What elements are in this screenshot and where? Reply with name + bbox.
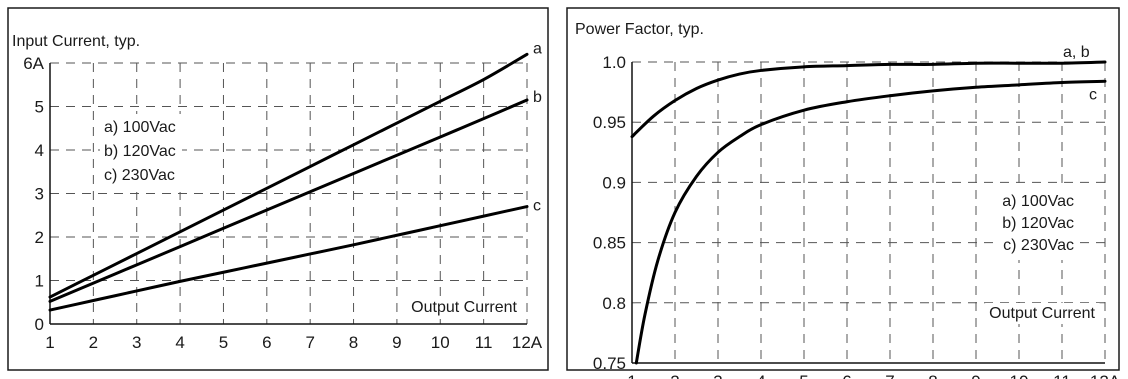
x-tick-label: 10: [1010, 372, 1029, 379]
x-tick-label: 6: [842, 372, 851, 379]
series-line-b: [48, 98, 529, 303]
series-label: a, b: [1063, 44, 1090, 61]
x-tick-label: 7: [305, 333, 314, 352]
series-line-c: [634, 79, 1107, 365]
legend-entry: c) 230Vac: [1003, 237, 1074, 254]
chart-title: Input Current, typ.: [12, 33, 140, 50]
x-axis-label: Output Current: [989, 305, 1095, 322]
y-tick-label: 0: [35, 315, 44, 334]
x-tick-label: 3: [713, 372, 722, 379]
y-tick-label: 0.9: [602, 173, 626, 192]
x-tick-label: 11: [1053, 372, 1071, 379]
series-label: b: [533, 89, 542, 106]
series-line-c: [48, 205, 529, 312]
series-line-a: [48, 52, 529, 299]
x-tick-label: 12A: [512, 333, 543, 352]
y-tick-label: 1.0: [602, 53, 626, 72]
x-tick-label: 8: [928, 372, 937, 379]
x-tick-label: 8: [349, 333, 358, 352]
series-line-ab: [630, 60, 1107, 139]
x-tick-label: 3: [132, 333, 141, 352]
x-tick-label: 5: [799, 372, 808, 379]
y-tick-label: 1: [35, 272, 44, 291]
series-label: c: [1089, 86, 1097, 103]
x-tick-label: 1: [45, 333, 54, 352]
x-tick-label: 1: [627, 372, 636, 379]
y-tick-label: 0.75: [593, 354, 626, 373]
x-tick-label: 2: [89, 333, 98, 352]
x-tick-label: 12A: [1090, 372, 1121, 379]
y-tick-label: 4: [35, 141, 44, 160]
legend-entry: c) 230Vac: [104, 167, 175, 184]
chart-title: Power Factor, typ.: [575, 21, 704, 38]
legend-entry: a) 100Vac: [1002, 193, 1074, 210]
series-label: c: [533, 198, 541, 215]
x-tick-label: 4: [756, 372, 765, 379]
y-tick-label: 5: [35, 98, 44, 117]
y-tick-label: 3: [35, 185, 44, 204]
x-tick-label: 11: [475, 333, 493, 352]
y-tick-label: 0.95: [593, 113, 626, 132]
y-tick-label: 2: [35, 228, 44, 247]
x-tick-label: 7: [885, 372, 894, 379]
x-tick-label: 9: [971, 372, 980, 379]
x-axis-label-background: [407, 297, 522, 318]
x-tick-label: 2: [670, 372, 679, 379]
legend-entry: b) 120Vac: [104, 143, 176, 160]
x-tick-label: 10: [431, 333, 450, 352]
legend-entry: a) 100Vac: [104, 119, 176, 136]
y-tick-label: 0.8: [602, 294, 626, 313]
x-axis-label-background: [985, 303, 1100, 324]
x-tick-label: 9: [392, 333, 401, 352]
x-tick-label: 6: [262, 333, 271, 352]
y-tick-label: 6A: [23, 54, 44, 73]
x-tick-label: 5: [219, 333, 228, 352]
legend-background: [996, 188, 1078, 260]
y-tick-label: 0.85: [593, 234, 626, 253]
series-label: a: [533, 40, 542, 57]
power-factor-chart: 1 2 3 4 5 6 7 8 9 10 11 12A 0.75 0.8 0.85 0.9 0.95 1.0 Pow…: [566, 7, 1121, 379]
x-tick-label: 4: [175, 333, 184, 352]
legend-background: [100, 114, 182, 192]
x-axis-label: Output Current: [411, 299, 517, 316]
legend-entry: b) 120Vac: [1002, 215, 1074, 232]
